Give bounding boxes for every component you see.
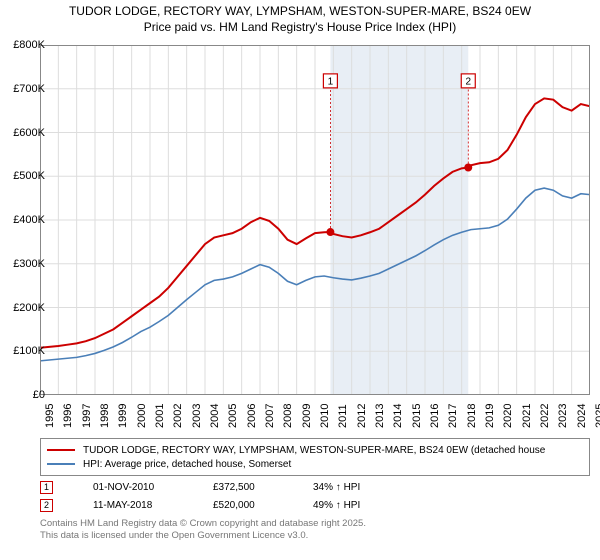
- x-tick-label: 2019: [484, 404, 496, 428]
- legend-label: HPI: Average price, detached house, Some…: [83, 459, 291, 470]
- footer-credit: Contains HM Land Registry data © Crown c…: [40, 518, 366, 543]
- x-tick-label: 2020: [502, 404, 514, 428]
- annotation-badge: 1: [40, 481, 53, 494]
- legend-label: TUDOR LODGE, RECTORY WAY, LYMPSHAM, WEST…: [83, 445, 545, 456]
- x-tick-label: 2015: [411, 404, 423, 428]
- x-tick-label: 2018: [466, 404, 478, 428]
- x-tick-label: 2012: [356, 404, 368, 428]
- x-tick-label: 2003: [191, 404, 203, 428]
- annotation-table: 1 01-NOV-2010 £372,500 34% ↑ HPI 2 11-MA…: [40, 478, 360, 514]
- x-tick-label: 2022: [539, 404, 551, 428]
- y-tick-label: £700K: [13, 83, 45, 95]
- x-tick-label: 2004: [209, 404, 221, 428]
- legend-row: TUDOR LODGE, RECTORY WAY, LYMPSHAM, WEST…: [47, 443, 583, 457]
- x-tick-label: 1995: [44, 404, 56, 428]
- x-tick-label: 2014: [392, 404, 404, 428]
- x-tick-label: 2008: [282, 404, 294, 428]
- legend-row: HPI: Average price, detached house, Some…: [47, 457, 583, 471]
- y-tick-label: £0: [33, 389, 45, 401]
- annotation-price: £520,000: [213, 500, 313, 511]
- x-tick-label: 2011: [337, 404, 349, 428]
- y-tick-label: £200K: [13, 302, 45, 314]
- x-tick-label: 2005: [227, 404, 239, 428]
- x-tick-label: 2001: [154, 404, 166, 428]
- x-tick-label: 1998: [99, 404, 111, 428]
- title-line-2: Price paid vs. HM Land Registry's House …: [0, 20, 600, 36]
- x-tick-label: 2009: [301, 404, 313, 428]
- x-tick-label: 2010: [319, 404, 331, 428]
- x-tick-label: 2024: [576, 404, 588, 428]
- annotation-row: 2 11-MAY-2018 £520,000 49% ↑ HPI: [40, 496, 360, 514]
- x-tick-label: 2013: [374, 404, 386, 428]
- y-tick-label: £400K: [13, 214, 45, 226]
- y-tick-label: £300K: [13, 258, 45, 270]
- annotation-row: 1 01-NOV-2010 £372,500 34% ↑ HPI: [40, 478, 360, 496]
- x-tick-label: 2000: [136, 404, 148, 428]
- x-tick-label: 1999: [117, 404, 129, 428]
- svg-text:1: 1: [328, 76, 334, 87]
- y-tick-label: £100K: [13, 345, 45, 357]
- chart-container: TUDOR LODGE, RECTORY WAY, LYMPSHAM, WEST…: [0, 0, 600, 560]
- title-line-1: TUDOR LODGE, RECTORY WAY, LYMPSHAM, WEST…: [0, 4, 600, 20]
- footer-line-1: Contains HM Land Registry data © Crown c…: [40, 518, 366, 530]
- x-tick-label: 2006: [246, 404, 258, 428]
- legend-swatch-hpi: [47, 463, 75, 465]
- legend-box: TUDOR LODGE, RECTORY WAY, LYMPSHAM, WEST…: [40, 438, 590, 476]
- annotation-delta: 49% ↑ HPI: [313, 500, 360, 511]
- y-tick-label: £800K: [13, 39, 45, 51]
- x-tick-label: 2002: [172, 404, 184, 428]
- x-tick-label: 2007: [264, 404, 276, 428]
- annotation-date: 11-MAY-2018: [93, 500, 213, 511]
- y-tick-label: £600K: [13, 127, 45, 139]
- svg-text:2: 2: [465, 76, 471, 87]
- x-tick-label: 2016: [429, 404, 441, 428]
- x-tick-label: 2025: [594, 404, 600, 428]
- annotation-delta: 34% ↑ HPI: [313, 482, 360, 493]
- plot-area: 12: [40, 45, 590, 395]
- annotation-badge: 2: [40, 499, 53, 512]
- chart-title: TUDOR LODGE, RECTORY WAY, LYMPSHAM, WEST…: [0, 0, 600, 35]
- y-tick-label: £500K: [13, 170, 45, 182]
- legend-swatch-price: [47, 449, 75, 451]
- x-tick-label: 2023: [557, 404, 569, 428]
- x-tick-label: 1996: [62, 404, 74, 428]
- chart-svg: 12: [40, 45, 590, 395]
- annotation-date: 01-NOV-2010: [93, 482, 213, 493]
- footer-line-2: This data is licensed under the Open Gov…: [40, 530, 366, 542]
- x-tick-label: 1997: [81, 404, 93, 428]
- x-tick-label: 2021: [521, 404, 533, 428]
- annotation-price: £372,500: [213, 482, 313, 493]
- x-tick-label: 2017: [447, 404, 459, 428]
